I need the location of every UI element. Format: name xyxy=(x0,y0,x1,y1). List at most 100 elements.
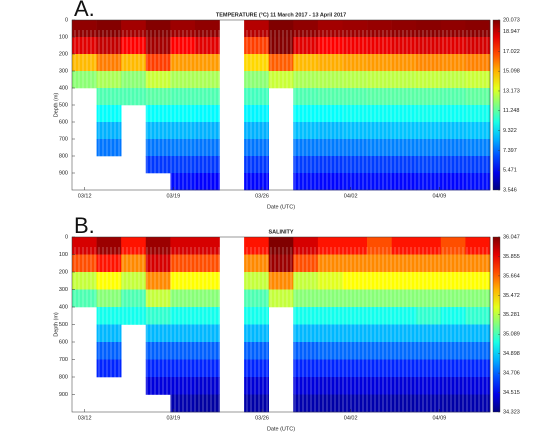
cell xyxy=(293,394,319,413)
cell xyxy=(194,156,220,174)
cell xyxy=(465,394,491,413)
cell xyxy=(391,156,417,174)
cell xyxy=(440,324,466,343)
cell xyxy=(244,237,270,255)
cell xyxy=(121,289,147,308)
cell xyxy=(145,342,171,360)
cell xyxy=(367,359,392,378)
cell xyxy=(194,377,220,395)
cell xyxy=(96,88,122,106)
cell xyxy=(194,272,220,290)
cell xyxy=(391,324,417,343)
cell xyxy=(293,377,319,395)
cell xyxy=(367,122,392,140)
cell xyxy=(194,394,220,413)
x-tick-label: 03/12 xyxy=(78,193,92,199)
cell xyxy=(416,377,442,395)
y-tick-label: 400 xyxy=(59,304,68,310)
cell xyxy=(367,254,392,273)
cell xyxy=(293,173,319,191)
cell xyxy=(72,237,97,255)
cell xyxy=(244,105,270,123)
colorbar-label: 34.323 xyxy=(503,409,520,415)
cell xyxy=(465,237,491,255)
cell xyxy=(244,254,270,273)
panel-label: B. xyxy=(74,213,95,238)
cell xyxy=(317,394,343,413)
cell xyxy=(96,122,122,140)
cell xyxy=(465,156,491,174)
cell xyxy=(72,272,97,290)
cell xyxy=(145,272,171,290)
cell xyxy=(367,105,392,123)
cell xyxy=(465,324,491,343)
cell xyxy=(194,324,220,343)
cell xyxy=(293,54,319,72)
cell xyxy=(391,71,417,89)
cell xyxy=(244,122,270,140)
cell xyxy=(244,342,270,360)
colorbar-label: 34.706 xyxy=(503,371,520,377)
cell xyxy=(416,394,442,413)
cell xyxy=(96,237,122,255)
colorbar-label: 35.472 xyxy=(503,293,520,299)
chart-title: TEMPERATURE (°C) 11 March 2017 - 13 Apri… xyxy=(216,12,346,18)
cell xyxy=(440,307,466,325)
cell xyxy=(391,289,417,308)
cell xyxy=(440,289,466,308)
cell xyxy=(391,272,417,290)
cell xyxy=(194,37,220,55)
cell xyxy=(391,377,417,395)
cell xyxy=(391,139,417,157)
cell xyxy=(72,71,97,89)
x-tick-label: 03/19 xyxy=(166,193,180,199)
cell xyxy=(268,272,294,290)
cell xyxy=(416,71,442,89)
cell xyxy=(440,139,466,157)
cell xyxy=(317,342,343,360)
cell xyxy=(145,289,171,308)
cell xyxy=(96,20,122,38)
cell xyxy=(317,71,343,89)
cell xyxy=(416,307,442,325)
cell xyxy=(145,71,171,89)
cell xyxy=(465,71,491,89)
cell xyxy=(317,324,343,343)
cell xyxy=(268,20,294,38)
cell xyxy=(145,37,171,55)
cell xyxy=(268,71,294,89)
colorbar-label: 17.022 xyxy=(503,49,520,55)
cell xyxy=(145,359,171,378)
panel-label: A. xyxy=(74,0,95,21)
cell xyxy=(440,88,466,106)
cell xyxy=(391,394,417,413)
x-tick-label: 03/12 xyxy=(78,415,92,421)
cell xyxy=(416,359,442,378)
colorbar-label: 3.546 xyxy=(503,187,517,193)
colorbar-label: 5.471 xyxy=(503,168,517,174)
cell xyxy=(342,237,368,255)
cell xyxy=(96,105,122,123)
cell xyxy=(170,237,196,255)
cell xyxy=(367,20,392,38)
cell xyxy=(367,272,392,290)
cell xyxy=(440,394,466,413)
cell xyxy=(194,139,220,157)
cell xyxy=(244,37,270,55)
cell xyxy=(170,20,196,38)
cell xyxy=(293,289,319,308)
cell xyxy=(440,359,466,378)
cell xyxy=(440,254,466,273)
cell xyxy=(317,88,343,106)
cell xyxy=(244,88,270,106)
cell xyxy=(96,289,122,308)
cell xyxy=(440,342,466,360)
cell xyxy=(121,272,147,290)
cell xyxy=(244,139,270,157)
cell xyxy=(465,377,491,395)
cell xyxy=(416,324,442,343)
cell xyxy=(367,71,392,89)
cell xyxy=(440,377,466,395)
cell xyxy=(194,105,220,123)
